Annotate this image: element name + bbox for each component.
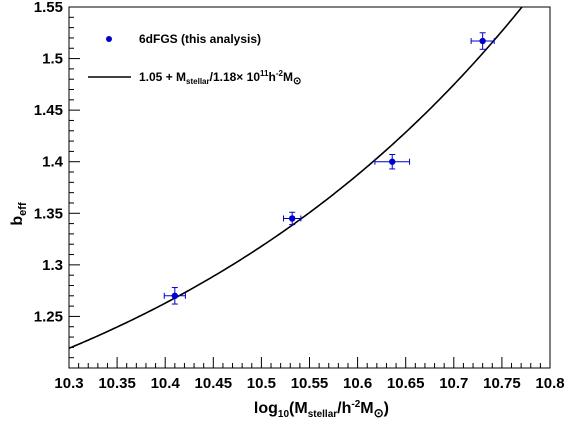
x-axis-label-close: ) (384, 400, 389, 417)
x-tick-label: 10.65 (387, 375, 425, 392)
x-tick-label: 10.8 (535, 375, 564, 392)
fit-curve (69, 7, 524, 350)
y-tick-label: 1.4 (42, 154, 64, 171)
data-point-marker (479, 37, 486, 45)
x-tick-label: 10.75 (483, 375, 521, 392)
data-point-marker (389, 158, 396, 165)
legend-fit-sup2: -2 (276, 69, 284, 78)
x-axis-label-sup: -2 (351, 399, 360, 410)
x-axis-label-sub2: stellar (308, 409, 338, 420)
legend-fit-sup1: 11 (260, 69, 269, 78)
x-tick-label: 10.4 (151, 375, 181, 392)
x-axis-label-end: M (360, 400, 373, 417)
data-point (470, 32, 495, 50)
x-tick-label: 10.6 (343, 375, 372, 392)
y-axis-label: beff (9, 202, 29, 226)
legend: 6dFGS (this analysis) 1.05 + Mstellar/1.… (88, 32, 301, 87)
data-point (374, 153, 411, 170)
y-tick-label: 1.25 (34, 308, 63, 325)
x-axis-label: log10(Mstellar/h-2M⊙) (254, 399, 389, 420)
y-axis-label-main: b (9, 216, 26, 226)
legend-fit-sub1: stellar (186, 77, 210, 86)
legend-fit-b: /1.18× 10 (210, 70, 261, 84)
x-tick-label: 10.7 (439, 375, 468, 392)
x-axis-label-prefix: log (254, 400, 278, 417)
x-axis-label-mid2: /h (337, 400, 351, 417)
legend-marker-6dfgs (106, 36, 112, 42)
points-layer (163, 32, 495, 305)
x-axis-label-sub1: 10 (278, 409, 290, 420)
x-tick-label: 10.55 (291, 375, 329, 392)
x-tick-label: 10.35 (98, 375, 136, 392)
y-tick-label: 1.45 (34, 102, 63, 119)
x-tick-label: 10.45 (195, 375, 233, 392)
y-tick-label: 1.5 (42, 51, 63, 68)
legend-fit-a: 1.05 + M (139, 70, 186, 84)
x-axis-ticks: 10.3 10.35 10.4 10.45 10.5 10.55 10.6 10.65 10.7… (54, 357, 565, 392)
x-axis-label-sub3: ⊙ (374, 406, 384, 420)
x-tick-label: 10.3 (54, 375, 83, 392)
y-axis-label-sub: eff (17, 202, 29, 216)
y-tick-label: 1.3 (42, 257, 63, 274)
legend-fit-sub2: ⊙ (293, 76, 301, 87)
legend-fit-d: M (283, 70, 293, 84)
legend-label-6dfgs: 6dFGS (this analysis) (139, 32, 261, 46)
x-axis-label-mid: (M (289, 400, 308, 417)
data-point (283, 211, 302, 226)
data-point-marker (288, 215, 296, 222)
legend-fit-c: h (268, 70, 275, 84)
data-point (163, 287, 186, 305)
y-tick-label: 1.35 (34, 205, 63, 222)
data-point-marker (171, 292, 179, 299)
y-tick-label: 1.55 (34, 0, 63, 16)
x-tick-label: 10.5 (247, 375, 276, 392)
legend-label-fit: 1.05 + Mstellar/1.18× 1011h-2M⊙ (139, 69, 301, 87)
fit-layer (69, 7, 524, 350)
y-axis-ticks: 1.25 1.3 1.35 1.4 1.45 1.5 1.55 (34, 0, 80, 369)
